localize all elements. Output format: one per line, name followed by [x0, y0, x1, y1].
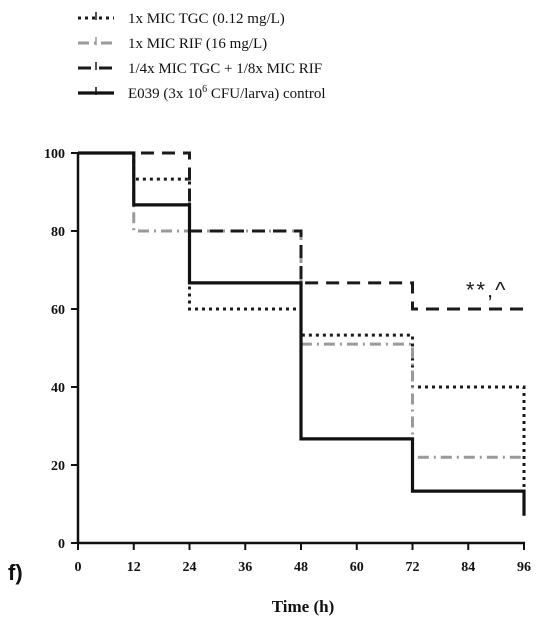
x-tick-label-0: 0 — [75, 560, 82, 575]
legend-label-1: 1x MIC TGC (0.12 mg/L) — [128, 11, 285, 27]
axes: 0 20 40 60 80 100 0 12 24 36 48 60 72 84 96 Time (h) f) — [8, 147, 531, 616]
legend-label-2: 1x MIC RIF (16 mg/L) — [128, 36, 267, 52]
y-tick-label-100: 100 — [44, 147, 65, 162]
x-tick-label-84: 84 — [461, 560, 475, 575]
significance-annotation: **,^ — [466, 277, 508, 302]
series-line-4 — [78, 151, 526, 516]
x-tick-label-12: 12 — [127, 560, 141, 575]
plot-area: **,^ — [78, 151, 526, 516]
legend-label-4: E039 (3x 106 CFU/larva) control — [128, 84, 325, 102]
x-tick-label-48: 48 — [294, 560, 308, 575]
x-tick-label-72: 72 — [406, 560, 420, 575]
x-tick-label-60: 60 — [350, 560, 364, 575]
y-tick-label-0: 0 — [58, 537, 65, 552]
x-axis-label: Time (h) — [272, 597, 335, 616]
y-tick-label-40: 40 — [51, 381, 65, 396]
legend: 1x MIC TGC (0.12 mg/L) 1x MIC RIF (16 mg/… — [78, 11, 325, 102]
x-tick-label-96: 96 — [517, 560, 531, 575]
x-tick-label-36: 36 — [238, 560, 252, 575]
series-line-3 — [78, 151, 524, 311]
x-tick-label-24: 24 — [183, 560, 197, 575]
y-tick-label-60: 60 — [51, 303, 65, 318]
legend-label-3: 1/4x MIC TGC + 1/8x MIC RIF — [128, 61, 322, 77]
panel-label: f) — [8, 560, 23, 585]
y-tick-label-80: 80 — [51, 225, 65, 240]
y-tick-label-20: 20 — [51, 459, 65, 474]
